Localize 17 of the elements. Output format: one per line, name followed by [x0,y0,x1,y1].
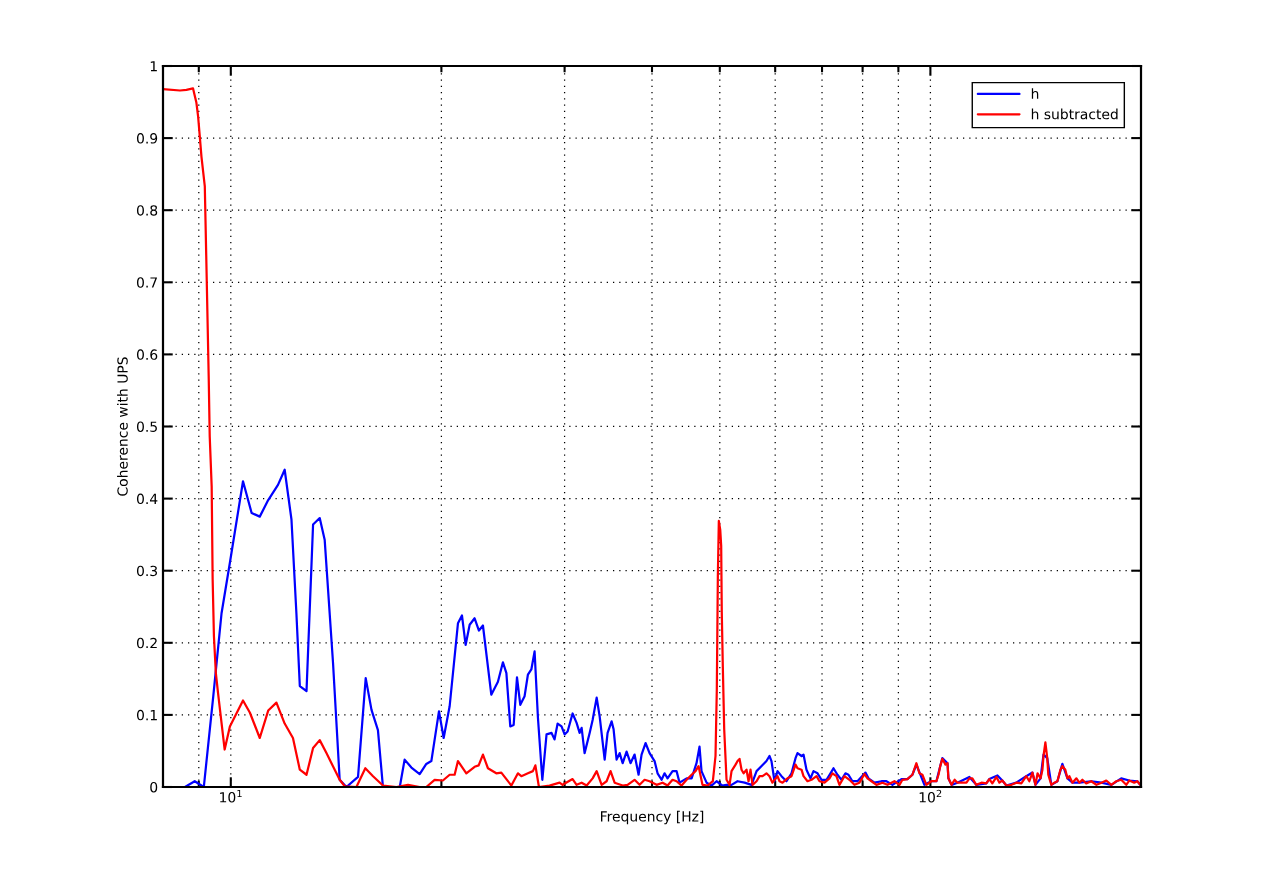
y-tick-label: 0.7 [136,277,157,288]
x-tick-label: 10$^{2}$ [919,789,942,803]
y-tick-label: 0.2 [136,637,157,649]
y-tick-label: 0.3 [136,565,158,577]
x-tick-label: 10$^{1}$ [220,789,242,803]
y-tick-label: 0 [150,781,158,793]
y-tick-label: 1 [150,61,157,72]
y-axis-title: Coherence with UPS [117,357,128,496]
x-axis-title: Frequency [Hz] [601,810,704,825]
y-tick-label: 0.5 [136,421,157,432]
y-tick-label: 0.6 [136,349,158,360]
legend-label: h [1031,88,1039,99]
legend-label: h subtracted [1031,108,1118,120]
y-tick-label: 0.9 [136,133,158,144]
y-tick-label: 0.1 [136,709,157,721]
y-tick-label: 0.8 [136,205,158,216]
y-tick-label: 0.4 [136,493,158,505]
